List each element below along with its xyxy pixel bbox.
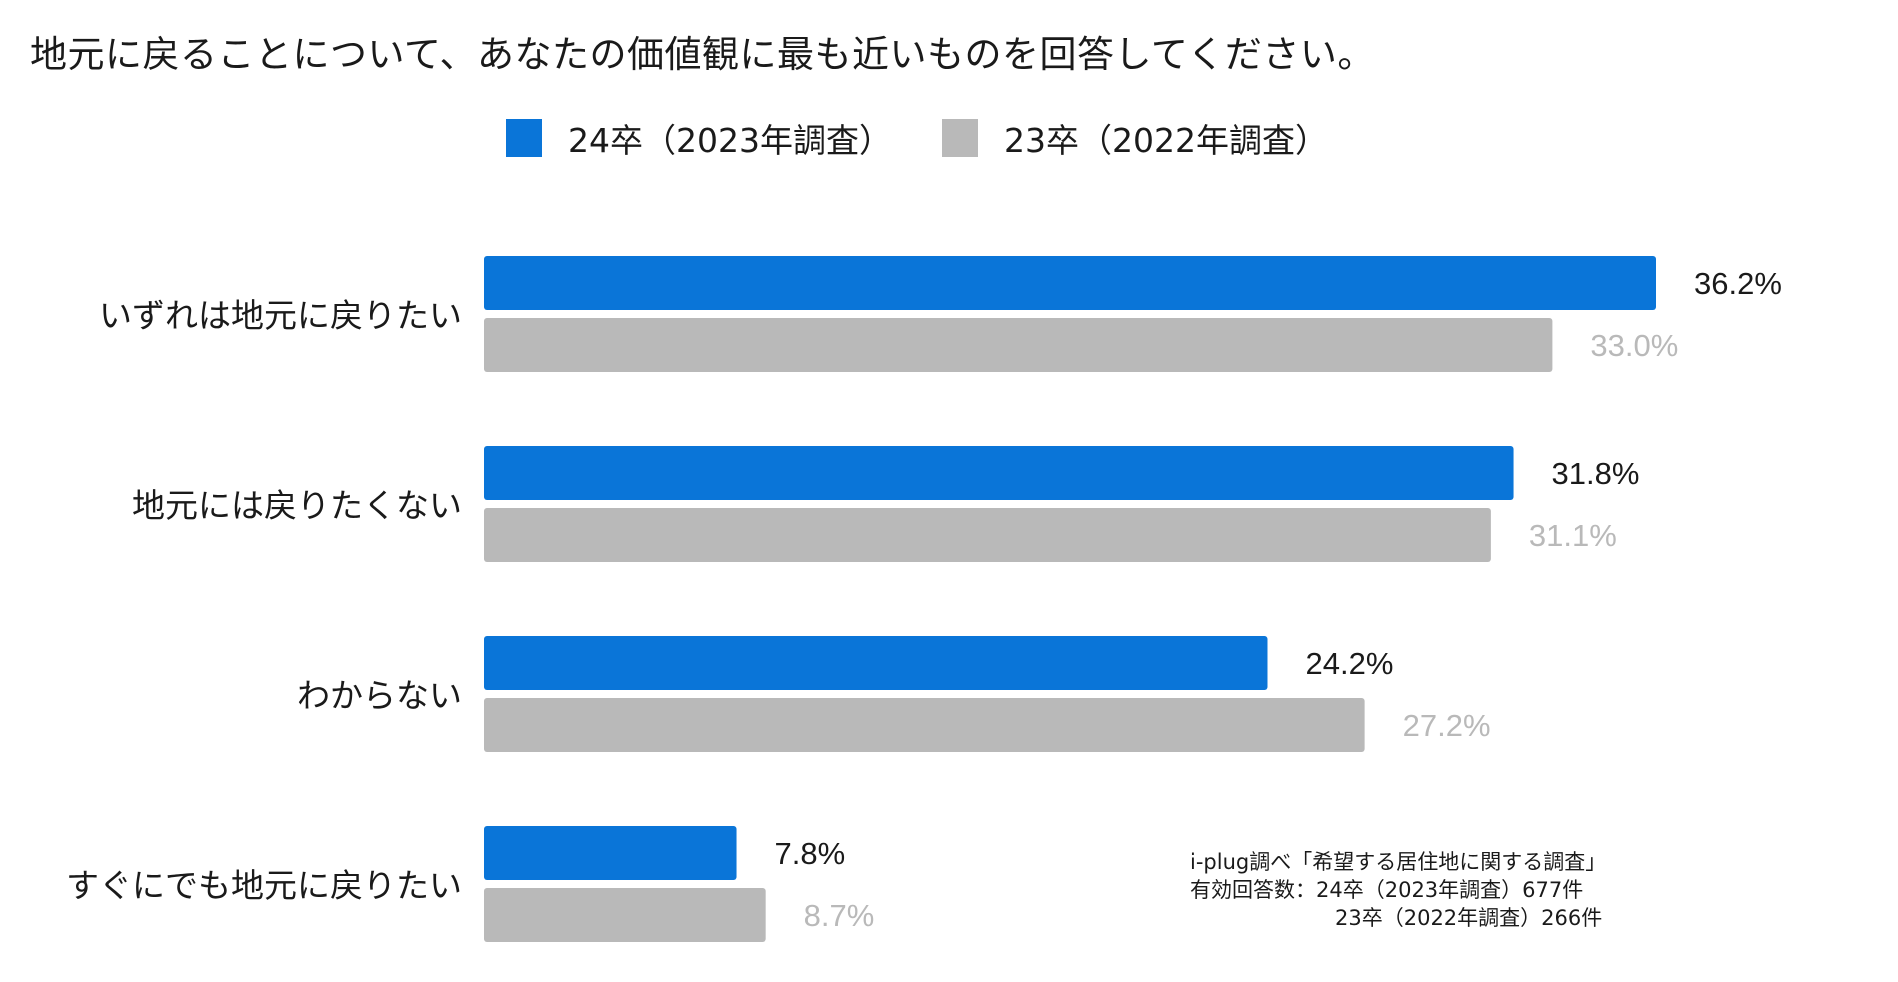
legend-swatch-2023 xyxy=(941,119,978,157)
source-note-line-3: 23卒（2022年調査）266件 xyxy=(1335,906,1603,930)
category-label: いずれは地元に戻りたい xyxy=(99,296,462,335)
legend-swatch-2024 xyxy=(506,119,542,157)
bar-2023 xyxy=(484,508,1491,562)
legend-label-2023: 23卒（2022年調査） xyxy=(1003,121,1328,160)
source-note-line-1: i-plug調べ「希望する居住地に関する調査」 xyxy=(1190,850,1607,874)
data-label-2023: 31.1% xyxy=(1529,518,1617,553)
data-label-2023: 33.0% xyxy=(1590,328,1678,363)
bar-2023 xyxy=(484,318,1553,372)
bar-2024 xyxy=(484,446,1514,500)
data-label-2023: 27.2% xyxy=(1403,708,1491,743)
legend-item-2023: 23卒（2022年調査） xyxy=(941,114,1328,162)
data-label-2024: 24.2% xyxy=(1305,646,1393,681)
category-label: わからない xyxy=(297,676,462,715)
bar-2024 xyxy=(484,256,1656,310)
source-note: i-plug調べ「希望する居住地に関する調査」 有効回答数：24卒（2023年調… xyxy=(1190,848,1606,932)
bar-2023 xyxy=(484,888,766,942)
category-label: すぐにでも地元に戻りたい xyxy=(66,866,462,905)
data-label-2024: 36.2% xyxy=(1694,266,1782,301)
legend: 24卒（2023年調査） 23卒（2022年調査） xyxy=(506,114,1378,162)
category-label: 地元には戻りたくない xyxy=(132,486,462,525)
bar-2024 xyxy=(484,826,737,880)
legend-label-2024: 24卒（2023年調査） xyxy=(568,121,892,160)
data-label-2024: 7.8% xyxy=(775,836,846,871)
data-label-2024: 31.8% xyxy=(1552,456,1640,491)
chart-title: 地元に戻ることについて、あなたの価値観に最も近いものを回答してください。 xyxy=(30,33,1375,76)
data-label-2023: 8.7% xyxy=(804,898,875,933)
source-note-line-2: 有効回答数：24卒（2023年調査）677件 xyxy=(1190,878,1584,902)
bar-2023 xyxy=(484,698,1365,752)
legend-item-2024: 24卒（2023年調査） xyxy=(506,114,892,162)
bar-2024 xyxy=(484,636,1268,690)
